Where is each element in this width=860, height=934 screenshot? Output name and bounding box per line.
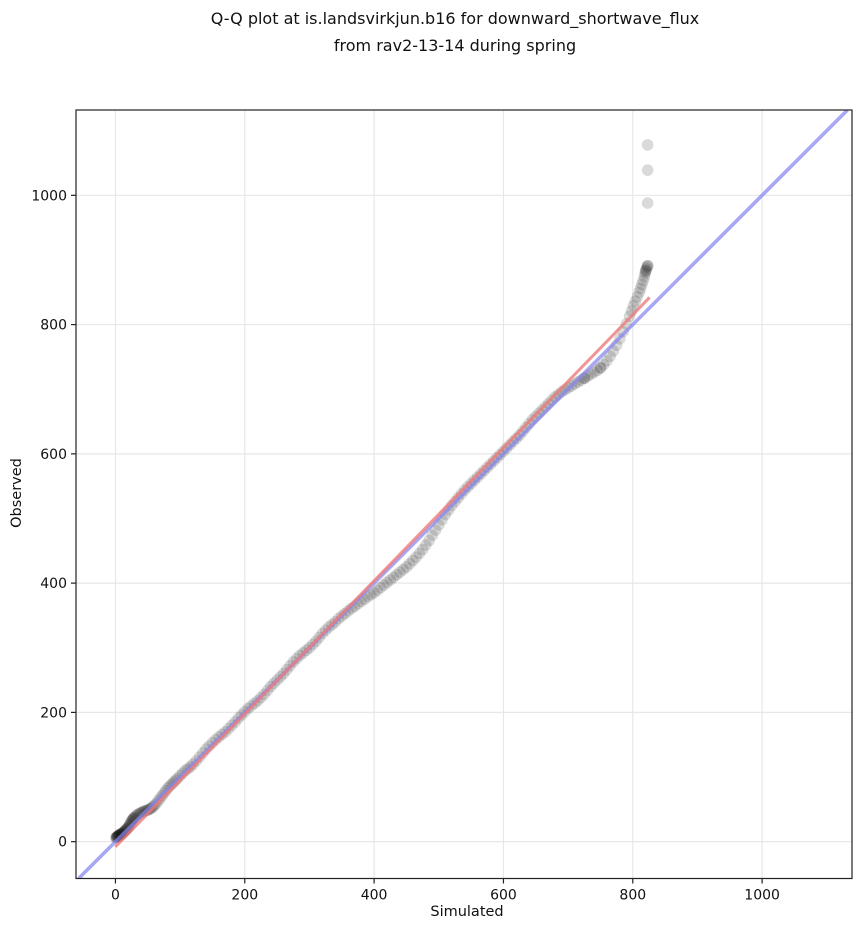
y-tick-label: 1000 — [31, 188, 67, 204]
data-point — [384, 574, 397, 586]
scatter-layer — [110, 139, 654, 844]
data-point — [478, 464, 490, 477]
data-point — [374, 581, 387, 594]
data-point — [629, 295, 642, 308]
data-point — [365, 588, 377, 601]
data-point — [636, 278, 648, 291]
data-point — [413, 547, 426, 560]
data-point — [594, 362, 607, 374]
data-point — [381, 576, 393, 589]
data-point — [517, 425, 529, 438]
data-point — [604, 350, 616, 363]
fit-line — [114, 296, 651, 848]
data-point — [641, 139, 654, 151]
data-point — [627, 300, 640, 312]
data-point — [594, 362, 607, 374]
y-tick-label: 200 — [40, 705, 67, 721]
data-point — [504, 439, 516, 451]
data-point — [110, 831, 123, 843]
y-axis-label: Observed — [9, 458, 25, 528]
data-point — [639, 267, 651, 280]
data-point — [641, 259, 654, 272]
data-point — [481, 461, 494, 474]
data-point — [371, 584, 384, 597]
y-tick-label: 800 — [40, 318, 67, 334]
data-point — [378, 579, 390, 591]
data-point — [111, 830, 124, 843]
data-point — [588, 366, 600, 379]
data-point — [591, 364, 604, 377]
data-point — [407, 554, 419, 567]
identity-line — [77, 110, 849, 879]
data-point — [390, 568, 403, 581]
data-point — [112, 830, 124, 842]
data-point — [397, 563, 410, 576]
y-tick-label: 600 — [40, 447, 67, 463]
data-point — [484, 458, 497, 470]
data-point — [426, 529, 439, 542]
chart-title-line1: Q-Q plot at is.landsvirkjun.b16 for down… — [210, 9, 700, 28]
data-point — [394, 566, 406, 578]
y-tick-label: 0 — [58, 835, 67, 851]
data-point — [112, 829, 125, 841]
x-tick-label: 1000 — [744, 888, 780, 904]
data-point — [468, 474, 481, 487]
data-point — [497, 445, 510, 458]
x-tick-label: 600 — [490, 888, 517, 904]
data-point — [429, 524, 442, 536]
data-point — [487, 455, 500, 467]
data-point — [641, 164, 654, 176]
data-point — [641, 261, 653, 273]
data-point — [458, 484, 471, 496]
data-point — [110, 831, 123, 843]
data-point — [634, 282, 647, 295]
data-point — [471, 471, 484, 483]
data-point — [631, 290, 644, 303]
data-point — [494, 448, 507, 461]
data-point — [110, 831, 122, 844]
data-point — [423, 534, 435, 547]
data-point — [572, 376, 584, 388]
data-point — [420, 539, 432, 551]
x-axis-label: Simulated — [430, 904, 504, 920]
data-point — [400, 561, 413, 573]
data-point — [641, 259, 654, 272]
data-point — [410, 551, 422, 564]
x-tick-label: 800 — [619, 888, 646, 904]
data-point — [639, 265, 652, 277]
y-tick-label: 400 — [40, 576, 67, 592]
data-point — [111, 830, 124, 843]
data-point — [462, 481, 474, 493]
data-point — [475, 468, 487, 480]
data-point — [637, 274, 649, 287]
data-point — [387, 571, 400, 584]
data-point — [639, 265, 652, 277]
data-point — [638, 270, 651, 283]
data-point — [403, 557, 416, 570]
x-tick-label: 0 — [111, 888, 120, 904]
data-point — [416, 543, 429, 556]
data-point — [465, 477, 477, 490]
plot-border — [75, 109, 853, 880]
data-point — [641, 197, 654, 209]
data-point — [110, 831, 122, 844]
x-tick-label: 200 — [231, 888, 258, 904]
data-point — [597, 358, 610, 371]
data-point — [491, 451, 503, 464]
chart-title-line2: from rav2-13-14 during spring — [333, 36, 577, 55]
data-point — [500, 442, 513, 454]
data-point — [368, 587, 380, 599]
data-point — [601, 354, 613, 367]
data-point — [640, 263, 653, 275]
x-tick-label: 400 — [361, 888, 388, 904]
data-point — [633, 286, 646, 299]
